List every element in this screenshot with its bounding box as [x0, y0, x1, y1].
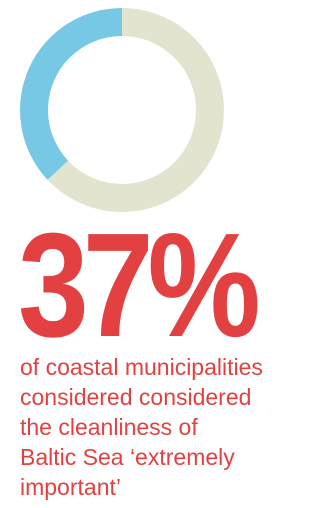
donut-chart	[20, 8, 224, 212]
caption-line: considered considered	[20, 384, 252, 410]
caption-line: of coastal municipalities	[20, 354, 263, 380]
donut-slice-1	[20, 8, 224, 212]
caption-line: important’	[20, 474, 121, 500]
headline-percentage: 37%	[18, 203, 261, 368]
caption-line: the cleanliness of	[20, 414, 198, 440]
caption-line: Baltic Sea ‘extremely	[20, 444, 235, 470]
caption-text: of coastal municipalities considered con…	[20, 352, 334, 502]
